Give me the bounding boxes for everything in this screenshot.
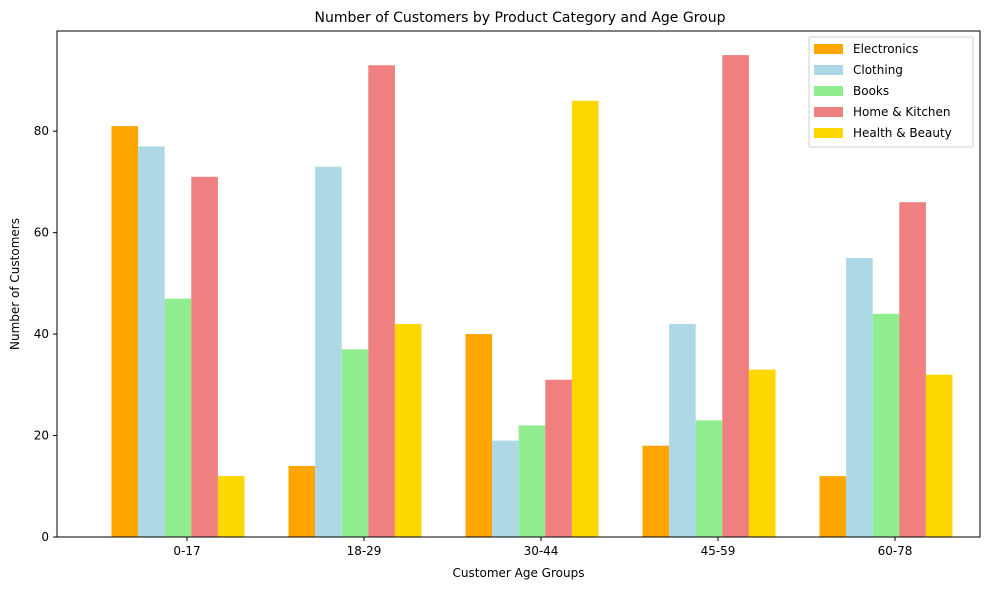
x-tick-label: 45-59 xyxy=(701,544,736,558)
legend-swatch xyxy=(814,86,843,96)
legend-label: Health & Beauty xyxy=(853,126,952,140)
legend-label: Electronics xyxy=(853,42,918,56)
bar-electronics-45-59 xyxy=(642,445,670,537)
bar-home-kitchen-45-59 xyxy=(722,55,749,537)
bar-electronics-18-29 xyxy=(288,465,316,537)
bar-home-kitchen-60-78 xyxy=(899,202,926,537)
bar-health-beauty-45-59 xyxy=(748,369,776,537)
bar-clothing-45-59 xyxy=(669,323,696,537)
x-axis-ticks: 0-17 18-29 30-44 45-59 60-78 xyxy=(173,537,912,558)
plot-frame xyxy=(56,30,981,538)
y-axis-ticks: 0 20 40 60 80 xyxy=(34,124,57,544)
y-tick-label: 40 xyxy=(34,327,49,341)
legend-swatch xyxy=(814,128,843,138)
bar-electronics-60-78 xyxy=(819,476,847,537)
legend-label: Clothing xyxy=(853,63,903,77)
y-tick-label: 0 xyxy=(41,530,49,544)
bar-books-30-44 xyxy=(518,425,546,537)
x-axis-label: Customer Age Groups xyxy=(453,566,585,580)
bar-home-kitchen-30-44 xyxy=(545,379,572,537)
bars-group xyxy=(111,55,953,538)
bar-health-beauty-18-29 xyxy=(394,323,422,537)
x-tick-label: 0-17 xyxy=(173,544,200,558)
bar-books-45-59 xyxy=(695,420,723,537)
bar-health-beauty-0-17 xyxy=(217,476,245,537)
y-tick-label: 60 xyxy=(34,226,49,240)
legend-label: Home & Kitchen xyxy=(853,105,951,119)
bar-electronics-30-44 xyxy=(465,334,493,537)
x-tick-label: 30-44 xyxy=(524,544,559,558)
bar-home-kitchen-18-29 xyxy=(368,65,395,538)
x-tick-label: 18-29 xyxy=(347,544,382,558)
bar-books-0-17 xyxy=(164,298,192,537)
legend-label: Books xyxy=(853,84,889,98)
y-tick-label: 80 xyxy=(34,124,49,138)
bar-clothing-18-29 xyxy=(315,166,342,537)
bar-clothing-0-17 xyxy=(138,146,165,537)
bar-books-60-78 xyxy=(872,313,900,537)
bar-health-beauty-30-44 xyxy=(571,100,599,537)
bar-clothing-60-78 xyxy=(846,258,873,537)
bar-home-kitchen-0-17 xyxy=(191,176,218,537)
legend-box xyxy=(808,36,974,148)
y-axis-label: Number of Customers xyxy=(8,218,22,350)
legend-swatch xyxy=(814,65,843,75)
x-tick-label: 60-78 xyxy=(878,544,913,558)
legend-swatch xyxy=(814,44,843,54)
bar-books-18-29 xyxy=(341,349,369,537)
y-tick-label: 20 xyxy=(34,429,49,443)
bar-clothing-30-44 xyxy=(492,440,519,537)
legend-swatch xyxy=(814,107,843,117)
bar-health-beauty-60-78 xyxy=(925,374,953,537)
bar-electronics-0-17 xyxy=(111,126,139,538)
chart-title: Number of Customers by Product Category … xyxy=(315,10,726,26)
legend: Electronics Clothing Books Home & Kitchen He… xyxy=(808,36,974,148)
